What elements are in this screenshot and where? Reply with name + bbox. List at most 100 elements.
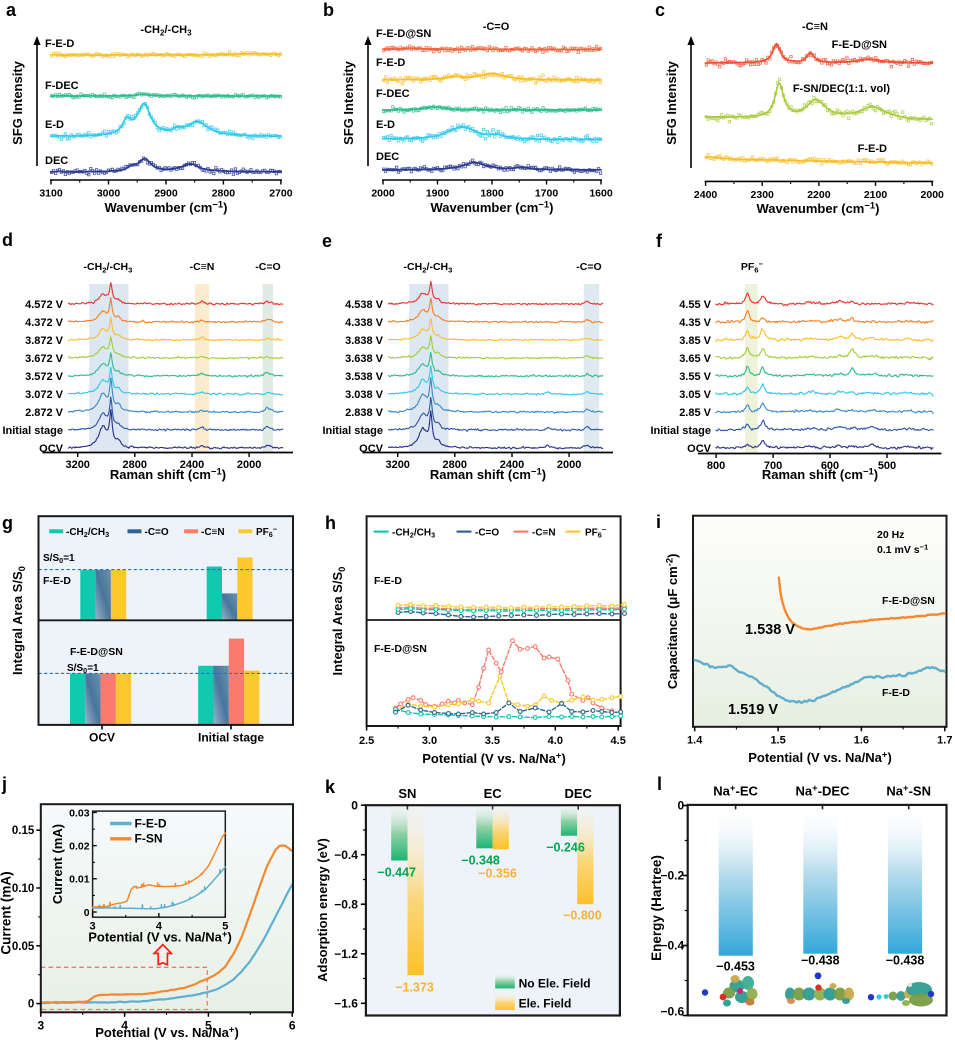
svg-text:−0.8: −0.8 — [334, 897, 358, 911]
svg-text:2400: 2400 — [694, 189, 718, 201]
svg-text:F-E-D: F-E-D — [43, 575, 71, 587]
svg-text:4.538 V: 4.538 V — [345, 299, 384, 311]
svg-text:Energy (Hartree): Energy (Hartree) — [649, 855, 664, 961]
svg-text:6: 6 — [289, 1018, 296, 1032]
svg-text:F-E-D: F-E-D — [374, 575, 402, 587]
svg-text:-C=O: -C=O — [576, 261, 601, 273]
svg-text:-C≡N: -C≡N — [802, 21, 828, 33]
svg-text:1.519 V: 1.519 V — [728, 702, 778, 718]
svg-text:OCV: OCV — [687, 443, 712, 455]
svg-text:4.0: 4.0 — [548, 735, 563, 747]
svg-text:3.672 V: 3.672 V — [25, 353, 64, 365]
svg-text:Initial stage: Initial stage — [198, 731, 264, 745]
svg-text:3200: 3200 — [65, 459, 89, 471]
svg-text:F-SN/DEC(1:1. vol): F-SN/DEC(1:1. vol) — [793, 83, 891, 95]
svg-text:a: a — [6, 0, 17, 20]
svg-text:−0.356: −0.356 — [478, 867, 517, 881]
svg-text:OCV: OCV — [89, 731, 115, 745]
svg-text:3.5: 3.5 — [485, 735, 500, 747]
svg-text:−0.800: −0.800 — [563, 909, 602, 923]
svg-text:DEC: DEC — [45, 155, 68, 167]
svg-text:Raman shift (cm−1 ): Raman shift (cm−1 ) — [430, 466, 546, 482]
svg-text:0: 0 — [28, 999, 34, 1011]
svg-text:3.85 V: 3.85 V — [679, 335, 711, 347]
svg-text:Initial stage: Initial stage — [322, 425, 383, 437]
svg-text:5: 5 — [205, 1018, 212, 1032]
svg-text:3.838 V: 3.838 V — [345, 335, 384, 347]
svg-text:Adsorption energy (eV): Adsorption energy (eV) — [315, 838, 330, 982]
svg-text:E-D: E-D — [376, 119, 395, 131]
svg-text:3.538 V: 3.538 V — [345, 371, 384, 383]
svg-text:k: k — [325, 777, 336, 797]
svg-text:EC: EC — [484, 786, 503, 801]
svg-text:Initial stage: Initial stage — [2, 425, 63, 437]
svg-text:S/S0 =1: S/S0 =1 — [67, 663, 99, 675]
svg-text:F-E-D@SN: F-E-D@SN — [832, 39, 887, 51]
svg-text:Potential (V vs. Na/Na+ ): Potential (V vs. Na/Na+ ) — [95, 1024, 239, 1040]
svg-text:-CH2 /-CH3: -CH2 /-CH3 — [404, 261, 453, 274]
svg-text:-CH2 /-CH3: -CH2 /-CH3 — [140, 24, 192, 37]
svg-text:2000: 2000 — [557, 459, 581, 471]
svg-text:F-E-D: F-E-D — [45, 38, 74, 50]
svg-text:0: 0 — [84, 907, 90, 919]
svg-text:3.038 V: 3.038 V — [345, 389, 384, 401]
svg-text:−0.447: −0.447 — [377, 865, 416, 879]
svg-text:-C=O: -C=O — [483, 21, 510, 33]
svg-text:F-E-D@SN: F-E-D@SN — [882, 595, 935, 607]
svg-text:3.638 V: 3.638 V — [345, 353, 384, 365]
svg-text:4.572 V: 4.572 V — [25, 299, 64, 311]
svg-text:S/S0 =1: S/S0 =1 — [43, 553, 75, 565]
svg-text:Initial stage: Initial stage — [650, 425, 711, 437]
svg-text:F-DEC: F-DEC — [376, 88, 410, 100]
svg-text:0.05: 0.05 — [12, 941, 35, 953]
svg-text:Potential (V vs. Na/Na+ ): Potential (V vs. Na/Na+ ) — [422, 750, 566, 766]
svg-text:3000: 3000 — [97, 188, 121, 200]
svg-text:−0.4: −0.4 — [334, 848, 358, 862]
svg-text:-CH2 /CH3: -CH2 /CH3 — [66, 527, 109, 539]
svg-text:i: i — [656, 512, 661, 532]
svg-text:l: l — [657, 774, 662, 794]
svg-text:800: 800 — [707, 460, 725, 472]
svg-text:-C=O: -C=O — [145, 527, 169, 538]
svg-text:No Ele. Field: No Ele. Field — [519, 976, 591, 990]
svg-text:c: c — [655, 0, 665, 20]
svg-text:DEC: DEC — [376, 151, 399, 163]
svg-text:F-SN: F-SN — [135, 832, 163, 846]
svg-text:2200: 2200 — [807, 189, 831, 201]
svg-text:PF6 −: PF6 − — [741, 260, 764, 275]
svg-text:−0.4: −0.4 — [660, 939, 684, 953]
svg-text:4.55 V: 4.55 V — [679, 299, 711, 311]
svg-text:Ele. Field: Ele. Field — [519, 997, 572, 1011]
svg-text:1800: 1800 — [480, 188, 504, 200]
svg-text:-C≡N: -C≡N — [201, 527, 225, 538]
svg-text:1700: 1700 — [535, 188, 559, 200]
svg-text:d: d — [2, 230, 13, 250]
svg-text:F-E-D: F-E-D — [858, 143, 887, 155]
svg-text:DEC: DEC — [564, 786, 592, 801]
svg-text:0.1 mV s−1: 0.1 mV s−1 — [877, 543, 929, 557]
svg-text:2000: 2000 — [921, 189, 945, 201]
svg-text:E-D: E-D — [45, 119, 64, 131]
svg-text:−1.2: −1.2 — [334, 947, 358, 961]
svg-text:−0.6: −0.6 — [660, 1004, 684, 1018]
svg-text:SFG Intensity: SFG Intensity — [664, 60, 679, 145]
svg-text:1600: 1600 — [589, 188, 613, 200]
svg-text:1.7: 1.7 — [937, 734, 952, 746]
svg-text:OCV: OCV — [39, 443, 64, 455]
svg-text:Na+ -SN: Na+ -SN — [886, 782, 931, 798]
svg-text:F-E-D@SN: F-E-D@SN — [70, 646, 123, 658]
svg-text:3.072 V: 3.072 V — [25, 389, 64, 401]
svg-text:F-E-D: F-E-D — [135, 816, 167, 830]
svg-text:Current (mA): Current (mA) — [0, 871, 14, 954]
svg-text:F-E-D@SN: F-E-D@SN — [376, 28, 431, 40]
svg-text:Raman shift (cm−1 ): Raman shift (cm−1 ) — [762, 466, 878, 482]
svg-text:2700: 2700 — [269, 188, 293, 200]
svg-text:20 Hz: 20 Hz — [877, 529, 904, 541]
svg-text:Current (mA): Current (mA) — [50, 824, 65, 904]
svg-text:Na+ -DEC: Na+ -DEC — [796, 782, 851, 798]
svg-text:2.85 V: 2.85 V — [679, 407, 711, 419]
svg-text:3100: 3100 — [39, 188, 63, 200]
svg-text:2400: 2400 — [500, 459, 524, 471]
svg-text:−1.6: −1.6 — [334, 997, 358, 1011]
svg-text:−0.2: −0.2 — [660, 869, 684, 883]
